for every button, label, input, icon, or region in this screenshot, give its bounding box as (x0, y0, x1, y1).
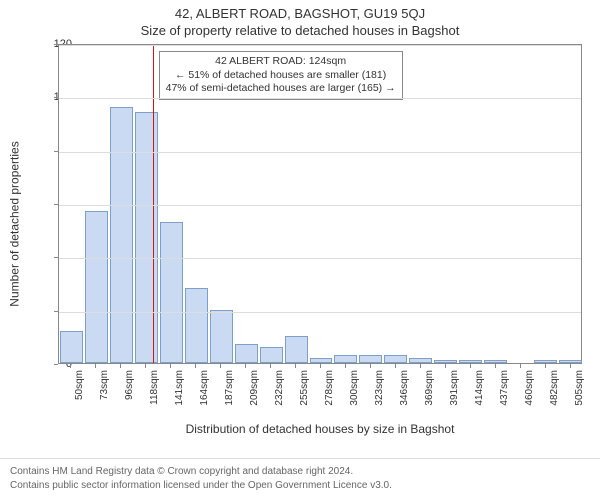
x-tick-label: 460sqm (524, 370, 535, 420)
bar (260, 347, 283, 363)
x-tick-mark (220, 364, 221, 368)
bar (185, 288, 208, 363)
x-tick-mark (470, 364, 471, 368)
bar (285, 336, 308, 363)
x-tick-label: 391sqm (449, 370, 460, 420)
x-tick-label: 118sqm (149, 370, 160, 420)
bar (210, 310, 233, 363)
x-tick-label: 96sqm (124, 370, 135, 420)
x-tick-mark (545, 364, 546, 368)
gridline (59, 205, 581, 206)
x-tick-mark (395, 364, 396, 368)
page-title-line1: 42, ALBERT ROAD, BAGSHOT, GU19 5QJ (0, 0, 600, 21)
bar (409, 358, 432, 363)
x-tick-mark (95, 364, 96, 368)
x-tick-mark (370, 364, 371, 368)
bar (359, 355, 382, 363)
annotation-box: 42 ALBERT ROAD: 124sqm ← 51% of detached… (159, 51, 403, 100)
x-tick-label: 482sqm (549, 370, 560, 420)
x-tick-label: 323sqm (374, 370, 385, 420)
x-tick-label: 50sqm (74, 370, 85, 420)
x-tick-label: 414sqm (474, 370, 485, 420)
bar (459, 360, 482, 363)
x-tick-mark (420, 364, 421, 368)
x-tick-label: 232sqm (274, 370, 285, 420)
x-tick-label: 164sqm (199, 370, 210, 420)
x-tick-label: 73sqm (99, 370, 110, 420)
footer-line2: Contains public sector information licen… (10, 479, 590, 493)
gridline (59, 258, 581, 259)
footer-line1: Contains HM Land Registry data © Crown c… (10, 465, 590, 479)
bar (85, 211, 108, 363)
x-tick-mark (245, 364, 246, 368)
gridline (59, 45, 581, 46)
bar (434, 360, 457, 363)
x-tick-mark (270, 364, 271, 368)
x-tick-label: 141sqm (174, 370, 185, 420)
chart-container: 42, ALBERT ROAD, BAGSHOT, GU19 5QJ Size … (0, 0, 600, 500)
x-tick-mark (295, 364, 296, 368)
x-tick-label: 437sqm (499, 370, 510, 420)
x-axis-label: Distribution of detached houses by size … (58, 422, 582, 436)
bar (110, 107, 133, 363)
bar (310, 358, 333, 363)
x-tick-mark (495, 364, 496, 368)
x-tick-label: 278sqm (324, 370, 335, 420)
bar (559, 360, 582, 363)
gridline (59, 98, 581, 99)
bar (384, 355, 407, 363)
y-tick-mark (54, 364, 58, 365)
x-tick-mark (445, 364, 446, 368)
bar (334, 355, 357, 363)
gridline (59, 312, 581, 313)
bar (484, 360, 507, 363)
bar (60, 331, 83, 363)
x-tick-label: 209sqm (249, 370, 260, 420)
annotation-line1: 42 ALBERT ROAD: 124sqm (166, 55, 396, 69)
bar (135, 112, 158, 363)
page-title-line2: Size of property relative to detached ho… (0, 21, 600, 42)
chart-area: Number of detached properties 0204060801… (0, 44, 600, 440)
bar (160, 222, 183, 363)
x-tick-mark (345, 364, 346, 368)
x-tick-label: 255sqm (299, 370, 310, 420)
annotation-line3: 47% of semi-detached houses are larger (… (166, 82, 396, 96)
annotation-line2: ← 51% of detached houses are smaller (18… (166, 69, 396, 83)
x-tick-mark (520, 364, 521, 368)
bar (534, 360, 557, 363)
gridline (59, 152, 581, 153)
x-tick-label: 346sqm (399, 370, 410, 420)
x-tick-mark (320, 364, 321, 368)
x-tick-mark (70, 364, 71, 368)
x-tick-label: 187sqm (224, 370, 235, 420)
y-axis-label-text: Number of detached properties (8, 141, 22, 306)
x-tick-mark (120, 364, 121, 368)
x-tick-mark (170, 364, 171, 368)
x-tick-label: 505sqm (574, 370, 585, 420)
reference-line (153, 45, 154, 363)
plot-region: 42 ALBERT ROAD: 124sqm ← 51% of detached… (58, 44, 582, 364)
x-tick-mark (145, 364, 146, 368)
x-tick-label: 300sqm (349, 370, 360, 420)
bar (235, 344, 258, 363)
x-tick-mark (570, 364, 571, 368)
x-tick-mark (195, 364, 196, 368)
x-tick-label: 369sqm (424, 370, 435, 420)
y-axis-label: Number of detached properties (8, 44, 22, 404)
footer: Contains HM Land Registry data © Crown c… (0, 458, 600, 500)
